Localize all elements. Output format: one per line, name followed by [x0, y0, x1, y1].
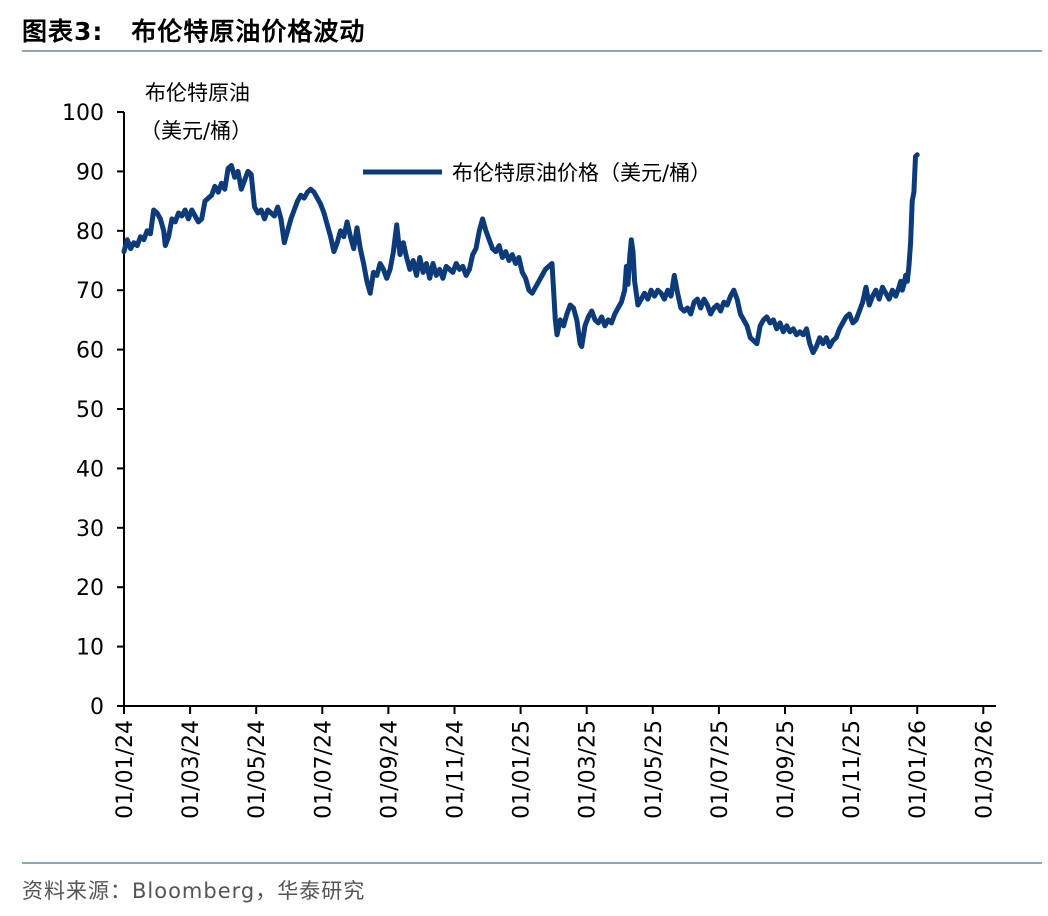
y-tick-label: 20	[76, 576, 104, 601]
x-tick-label: 01/01/25	[510, 720, 535, 819]
x-tick-label: 01/09/25	[774, 720, 799, 819]
x-tick-label: 01/03/26	[972, 720, 997, 819]
figure-title-text: 布伦特原油价格波动	[131, 17, 366, 46]
y-tick-label: 0	[90, 695, 104, 720]
source-note: 资料来源：Bloomberg，华泰研究	[22, 879, 366, 903]
series-line-brent	[121, 152, 920, 356]
x-tick-label: 01/01/24	[113, 720, 138, 819]
y-tick-label: 70	[76, 279, 104, 304]
figure-label: 图表3:	[22, 17, 104, 46]
y-axis-label-line1: 布伦特原油	[145, 81, 250, 105]
x-tick-label: 01/09/24	[377, 720, 402, 819]
figure-title: 图表3: 布伦特原油价格波动	[22, 12, 365, 48]
footer-rule	[22, 862, 1042, 864]
x-tick-label: 01/03/24	[179, 720, 204, 819]
legend-label: 布伦特原油价格（美元/桶）	[452, 161, 711, 185]
brent-chart: 布伦特原油 （美元/桶） 布伦特原油价格（美元/桶） 0 10 20 30 40 50 60…	[62, 81, 997, 819]
legend: 布伦特原油价格（美元/桶）	[363, 161, 711, 185]
y-tick-label: 30	[76, 517, 104, 542]
y-tick-label: 40	[76, 457, 104, 482]
x-tick-label: 01/07/25	[708, 720, 733, 819]
y-tick-label: 80	[76, 220, 104, 245]
x-tick-label: 01/05/25	[642, 720, 667, 819]
y-tick-label: 10	[76, 636, 104, 661]
y-tick-label: 50	[76, 398, 104, 423]
x-tick-label: 01/05/24	[245, 720, 270, 819]
x-tick-label: 01/01/26	[906, 720, 931, 819]
y-axis-label-line2: （美元/桶）	[140, 119, 252, 143]
x-tick-label: 01/11/25	[840, 720, 865, 819]
x-tick-label: 01/03/25	[576, 720, 601, 819]
y-tick-label: 60	[76, 339, 104, 364]
x-tick-label: 01/07/24	[311, 720, 336, 819]
y-tick-label: 100	[62, 101, 104, 126]
y-tick-label: 90	[76, 160, 104, 185]
x-tick-label: 01/11/24	[444, 720, 469, 819]
title-rule	[22, 50, 1042, 52]
